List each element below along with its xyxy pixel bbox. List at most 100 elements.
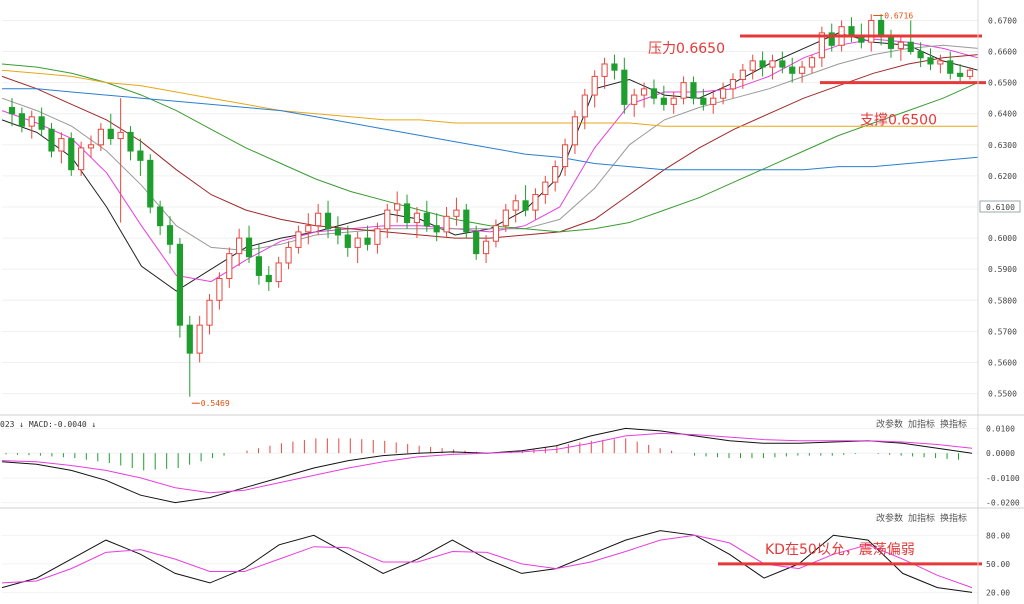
candle-body	[334, 228, 342, 236]
macd-label: 023 ↓ MACD:-0.0040 ↓	[0, 420, 96, 429]
candle-body	[887, 35, 895, 49]
candle-body	[719, 88, 727, 99]
candlestick	[759, 51, 766, 77]
candle-body	[157, 206, 164, 227]
candlestick	[621, 57, 628, 114]
macd-control-0: 改参数	[876, 418, 903, 430]
candlestick	[433, 213, 440, 242]
candle-body	[206, 299, 213, 326]
candlestick	[48, 123, 55, 158]
candle-body	[413, 212, 421, 224]
candlestick	[196, 315, 203, 363]
candlestick	[157, 200, 164, 235]
candlestick	[8, 98, 16, 127]
candlestick	[482, 234, 490, 263]
candlestick	[670, 91, 677, 114]
candlestick	[354, 231, 361, 263]
candlestick	[453, 197, 460, 226]
kd-y-tick: 80.00	[986, 531, 1010, 540]
candle-body	[255, 256, 263, 276]
candlestick	[127, 126, 134, 161]
candle-body	[502, 209, 509, 227]
candlestick	[255, 244, 263, 285]
candle-body	[8, 107, 16, 115]
candle-body	[749, 60, 756, 71]
candle-body	[275, 262, 282, 283]
candle-body	[779, 60, 786, 68]
candlestick	[463, 203, 470, 239]
candlestick	[700, 88, 707, 111]
candle-body	[423, 212, 430, 227]
candle-body	[295, 231, 302, 248]
candlestick	[571, 110, 579, 155]
candlestick	[650, 79, 658, 105]
candle-body	[957, 72, 964, 77]
candle-body	[107, 128, 114, 140]
candle-body	[966, 69, 974, 77]
candlestick	[532, 188, 539, 220]
candlestick	[828, 23, 835, 52]
candle-body	[265, 274, 272, 283]
candlestick	[799, 60, 806, 83]
candle-body	[739, 69, 746, 81]
candle-body	[127, 131, 134, 152]
candle-body	[690, 82, 697, 99]
candle-body	[917, 51, 924, 59]
candle-body	[324, 212, 332, 230]
candlestick	[147, 154, 154, 214]
macd-dea-line	[1, 432, 973, 494]
candlestick	[374, 222, 381, 254]
candlestick	[315, 203, 322, 235]
candle-body	[799, 66, 806, 74]
kd-control-2: 换指标	[940, 512, 967, 524]
candlestick	[640, 82, 648, 108]
candlestick	[868, 14, 875, 52]
candlestick	[344, 225, 351, 257]
candlestick	[729, 73, 737, 99]
candle-body	[581, 94, 588, 118]
candlestick	[719, 82, 727, 105]
candle-body	[305, 225, 312, 233]
candle-body	[759, 60, 766, 68]
macd-y-tick: -0.0200	[986, 499, 1020, 508]
candle-body	[354, 237, 361, 248]
candle-body	[710, 97, 717, 105]
candlestick	[878, 14, 885, 46]
candlestick	[552, 160, 559, 192]
candlestick	[137, 138, 144, 176]
candlestick	[226, 247, 233, 288]
high-marker-label: 0.6716	[884, 11, 913, 20]
price-y-tick: 0.5700	[988, 327, 1017, 336]
candle-body	[315, 212, 322, 227]
candlestick	[818, 26, 825, 68]
candle-body	[117, 131, 124, 140]
candle-body	[482, 240, 490, 255]
kd-k-line	[1, 530, 973, 593]
candlestick	[166, 216, 174, 254]
last-price-box	[979, 200, 1021, 213]
candlestick	[739, 63, 746, 89]
candlestick	[78, 141, 85, 176]
last-price-label: 0.6100	[986, 203, 1015, 212]
candlestick	[275, 256, 282, 288]
candle-body	[660, 97, 667, 105]
price-y-tick: 0.5900	[988, 265, 1017, 274]
macd-control-2: 换指标	[940, 418, 967, 430]
candlestick	[176, 238, 183, 338]
price-panel: 0.6700 0.6600 0.6500 0.6400 0.6300 0.6200 0.61…	[1, 11, 1021, 408]
kd-annotation-label: KD在50以允，震荡偏弱	[765, 542, 915, 558]
candle-body	[601, 63, 608, 77]
candle-body	[147, 159, 154, 208]
candlestick	[265, 266, 272, 291]
candlestick	[413, 207, 421, 239]
candlestick	[285, 241, 292, 270]
moving-average-line	[1, 44, 979, 252]
candle-body	[443, 215, 450, 233]
candlestick	[492, 219, 500, 248]
candle-body	[532, 194, 539, 211]
candlestick	[216, 272, 223, 310]
candle-body	[236, 237, 243, 255]
macd-y-tick: -0.0100	[986, 474, 1020, 483]
moving-average-line	[2, 88, 979, 171]
